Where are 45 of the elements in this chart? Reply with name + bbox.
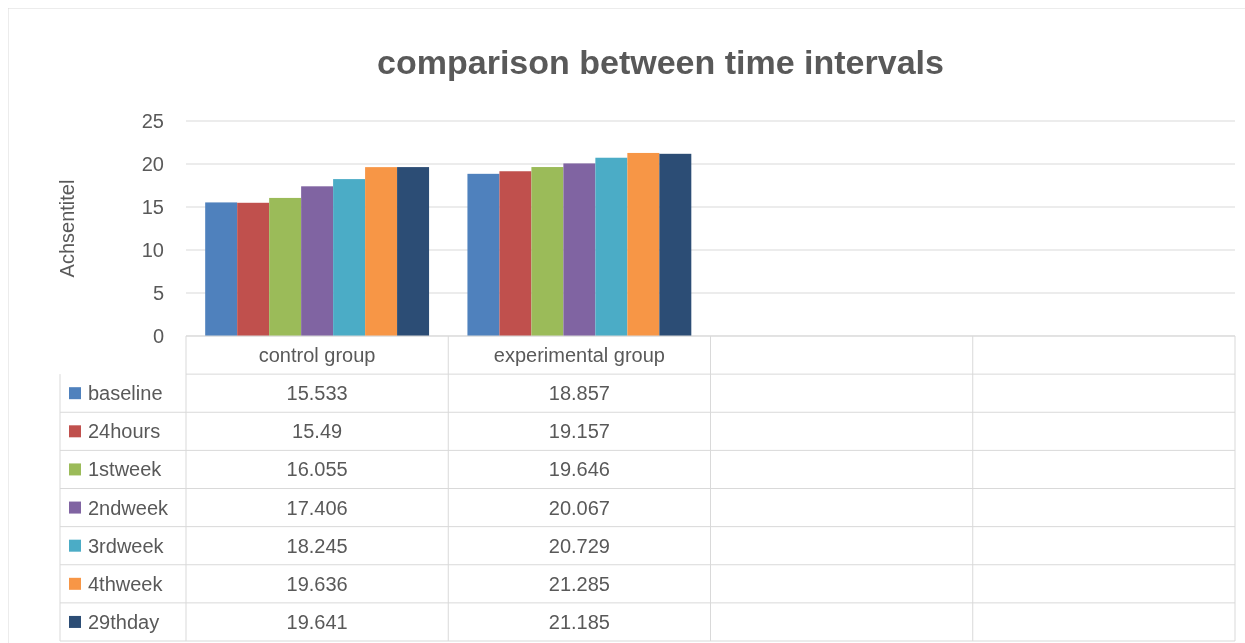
data-label: 15.533 — [286, 382, 348, 405]
data-label: 18.245 — [286, 534, 348, 557]
bar — [627, 152, 660, 336]
y-tick-label: 20 — [141, 153, 164, 175]
bar — [595, 157, 628, 336]
data-label: 19.157 — [548, 420, 610, 443]
data-label: 17.406 — [286, 496, 348, 519]
legend-label: baseline — [88, 382, 163, 405]
bar — [205, 202, 238, 336]
bar — [467, 173, 500, 336]
bar — [499, 171, 532, 336]
data-label: 16.055 — [286, 458, 348, 481]
bar — [237, 202, 270, 336]
data-label: 21.285 — [548, 572, 610, 595]
data-label: 21.185 — [548, 610, 610, 633]
y-tick-label: 5 — [152, 282, 164, 304]
data-label: 19.646 — [548, 458, 610, 481]
legend-label: 4thweek — [88, 572, 164, 595]
data-label: 19.641 — [286, 610, 348, 633]
y-tick-label: 0 — [152, 325, 164, 347]
bar — [301, 186, 334, 336]
bar — [365, 167, 398, 336]
data-label: 20.067 — [548, 496, 610, 519]
y-tick-label: 15 — [141, 196, 164, 218]
y-tick-label: 25 — [141, 110, 164, 132]
bar — [397, 167, 430, 336]
legend-label: 29thday — [88, 610, 160, 633]
bar — [659, 153, 692, 336]
data-label: 20.729 — [548, 534, 610, 557]
chart-title: comparison between time intervals — [377, 43, 944, 81]
bar — [333, 179, 366, 336]
y-axis-title: Achsentitel — [56, 179, 78, 278]
bar — [531, 167, 564, 336]
legend-label: 24hours — [88, 420, 161, 443]
legend-label: 2ndweek — [88, 496, 170, 519]
bar — [563, 163, 596, 336]
x-tick-label: control group — [258, 344, 376, 367]
data-label: 19.636 — [286, 572, 348, 595]
data-label: 15.49 — [292, 420, 343, 443]
legend-label: 1stweek — [88, 458, 163, 481]
x-tick-label: experimental group — [493, 344, 665, 367]
y-tick-label: 10 — [141, 239, 164, 261]
legend-label: 3rdweek — [88, 534, 165, 557]
bar — [269, 197, 302, 336]
data-label: 18.857 — [548, 382, 610, 405]
